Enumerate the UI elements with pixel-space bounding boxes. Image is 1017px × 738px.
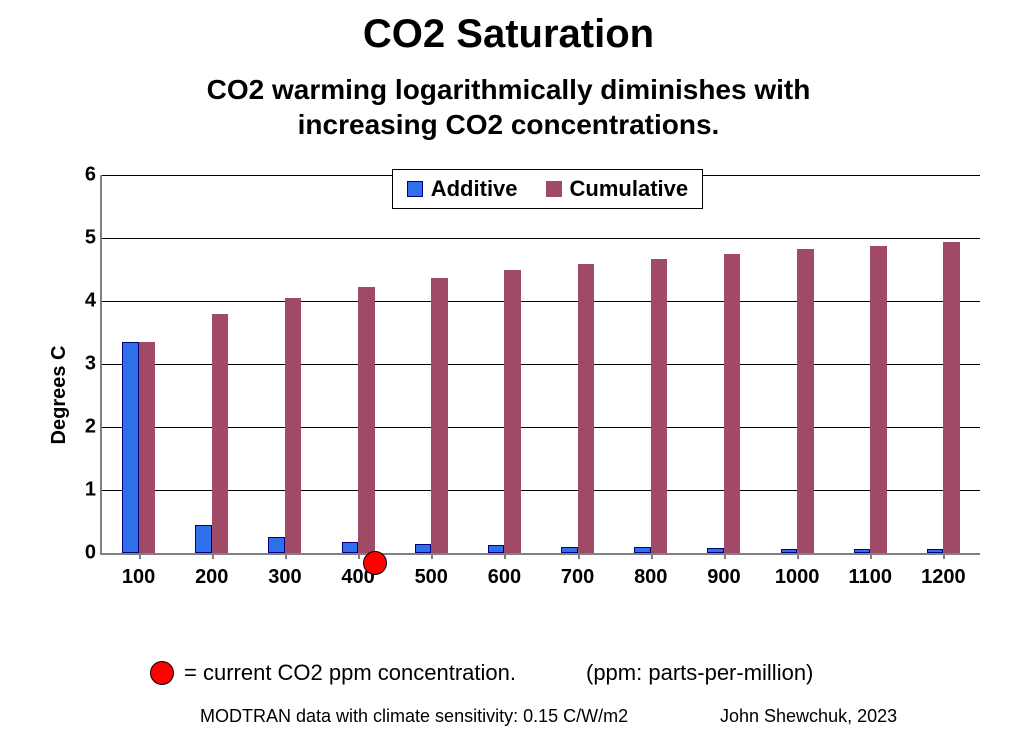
x-tick-label: 800: [634, 566, 667, 589]
current-concentration-marker: [363, 551, 387, 575]
x-tick-label: 1000: [775, 566, 820, 589]
x-tick-label: 1100: [849, 566, 892, 589]
bar-cumulative: [285, 298, 301, 553]
bar-additive: [707, 548, 723, 553]
plot-area: AdditiveCumulative 012345610020030040050…: [100, 175, 980, 555]
bar-additive: [854, 549, 870, 553]
marker-annotation: = current CO2 ppm concentration. (ppm: p…: [150, 660, 813, 686]
legend-item-additive: Additive: [407, 176, 518, 202]
page-title: CO2 Saturation: [0, 12, 1017, 57]
grid-line: [102, 427, 980, 428]
bar-additive: [927, 549, 943, 553]
credits-right: John Shewchuk, 2023: [720, 706, 897, 727]
x-tick-label: 700: [561, 566, 594, 589]
x-tick-label: 1200: [921, 566, 966, 589]
bar-cumulative: [431, 278, 447, 553]
y-tick-label: 1: [72, 479, 96, 502]
x-tick-mark: [285, 553, 287, 559]
bar-cumulative: [212, 314, 228, 553]
y-tick-label: 0: [72, 542, 96, 565]
y-tick-label: 4: [72, 290, 96, 313]
x-tick-label: 600: [488, 566, 521, 589]
bar-additive: [415, 544, 431, 553]
x-tick-mark: [139, 553, 141, 559]
x-tick-label: 900: [707, 566, 740, 589]
bar-cumulative: [943, 242, 959, 553]
bar-additive: [195, 525, 211, 553]
bar-additive: [268, 537, 284, 553]
legend-swatch-icon: [407, 181, 423, 197]
bar-cumulative: [797, 249, 813, 553]
bar-additive: [781, 549, 797, 553]
x-tick-label: 100: [122, 566, 155, 589]
y-tick-label: 5: [72, 227, 96, 250]
x-tick-mark: [943, 553, 945, 559]
y-tick-label: 3: [72, 353, 96, 376]
x-tick-mark: [578, 553, 580, 559]
legend-swatch-icon: [546, 181, 562, 197]
grid-line: [102, 364, 980, 365]
chart-page: { "title": "CO2 Saturation", "subtitle":…: [0, 0, 1017, 738]
legend-box: Additive Cumulative: [392, 169, 703, 209]
annotation-text-main: = current CO2 ppm concentration.: [184, 660, 516, 686]
red-dot-icon: [150, 661, 174, 685]
bar-cumulative: [578, 264, 594, 553]
grid-line: [102, 301, 980, 302]
x-tick-mark: [797, 553, 799, 559]
page-subtitle: CO2 warming logarithmically diminishes w…: [0, 72, 1017, 142]
x-tick-mark: [212, 553, 214, 559]
grid-line: [102, 490, 980, 491]
chart-container: Degrees C AdditiveCumulative 01234561002…: [60, 175, 980, 615]
legend-label: Cumulative: [570, 176, 689, 202]
x-tick-mark: [504, 553, 506, 559]
x-tick-mark: [870, 553, 872, 559]
bar-additive: [634, 547, 650, 553]
y-tick-label: 2: [72, 416, 96, 439]
legend-label: Additive: [431, 176, 518, 202]
y-axis-label: Degrees C: [48, 346, 71, 445]
bar-additive: [488, 545, 504, 553]
annotation-text-paren: (ppm: parts-per-million): [586, 660, 813, 686]
grid-line: [102, 238, 980, 239]
credits-left: MODTRAN data with climate sensitivity: 0…: [200, 706, 628, 727]
x-tick-mark: [431, 553, 433, 559]
legend-item-cumulative: Cumulative: [546, 176, 689, 202]
bar-cumulative: [139, 342, 155, 553]
x-tick-label: 300: [268, 566, 301, 589]
bar-cumulative: [651, 259, 667, 553]
bar-additive: [561, 547, 577, 553]
x-tick-label: 200: [195, 566, 228, 589]
bar-additive: [122, 342, 138, 553]
bar-cumulative: [870, 246, 886, 553]
bar-cumulative: [358, 287, 374, 553]
x-tick-mark: [651, 553, 653, 559]
x-tick-mark: [358, 553, 360, 559]
bar-cumulative: [504, 270, 520, 553]
y-tick-label: 6: [72, 164, 96, 187]
x-tick-mark: [724, 553, 726, 559]
x-tick-label: 500: [415, 566, 448, 589]
bar-additive: [342, 542, 358, 553]
bar-cumulative: [724, 254, 740, 553]
